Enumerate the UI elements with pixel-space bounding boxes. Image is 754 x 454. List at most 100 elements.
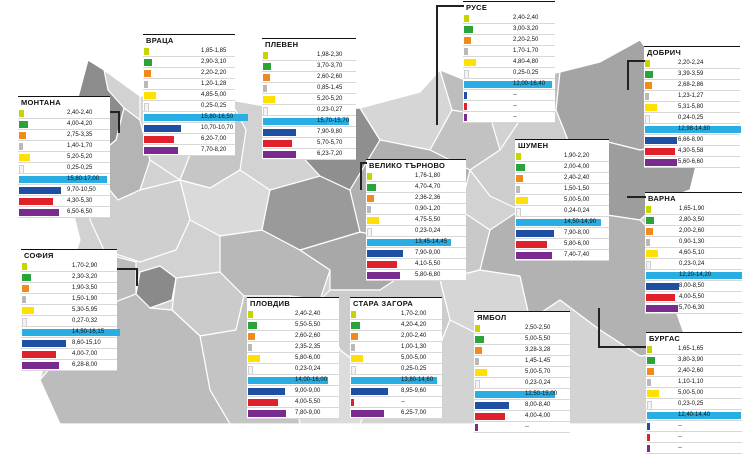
row-divider (247, 363, 339, 364)
price-bar (22, 285, 29, 292)
price-row: 4,00-7,00 (21, 349, 117, 360)
price-row: 6,20-7,00 (143, 134, 235, 145)
row-divider (21, 293, 117, 294)
row-divider (646, 409, 742, 410)
price-row: 4,30-5,30 (18, 196, 110, 207)
price-row: 0,85-1,45 (262, 83, 356, 94)
price-value: 4,75-5,50 (415, 217, 441, 223)
price-row: 2,60-2,60 (262, 72, 356, 83)
price-bar (516, 197, 528, 204)
price-row: -- (350, 397, 442, 408)
region-name: ПЛЕВЕН (262, 38, 356, 50)
price-row: 4,75-5,50 (366, 215, 466, 226)
price-bar (464, 37, 471, 44)
price-row: 2,40-2,40 (18, 108, 110, 119)
row-divider (18, 184, 110, 185)
price-row: 0,24-0,24 (515, 206, 609, 217)
price-value: 9,00-9,00 (295, 388, 321, 394)
price-row: 4,00-4,20 (18, 119, 110, 130)
leader-line (360, 162, 362, 190)
price-row: 5,60-6,60 (644, 157, 740, 168)
price-value: -- (513, 92, 517, 98)
price-row: 6,50-6,50 (18, 207, 110, 218)
price-value: 2,40-2,40 (564, 175, 590, 181)
price-bar (516, 175, 523, 182)
price-value: 15,70-15,70 (317, 118, 350, 124)
price-value: 12,40-14,40 (678, 412, 711, 418)
price-bar (645, 93, 649, 100)
row-divider (646, 387, 742, 388)
price-row: 2,90-3,10 (143, 57, 235, 68)
price-value: -- (401, 399, 405, 405)
price-value: 3,80-3,90 (678, 357, 704, 363)
price-value: 1,76-1,80 (415, 173, 441, 179)
price-value: 2,68-2,86 (678, 82, 704, 88)
price-value: 4,00-5,50 (679, 294, 705, 300)
row-divider (644, 134, 740, 135)
row-divider (350, 385, 442, 386)
row-divider (350, 319, 442, 320)
row-divider (247, 341, 339, 342)
price-row: 13,80-14,60 (350, 375, 442, 386)
row-divider (474, 432, 570, 433)
price-row: 4,70-4,70 (366, 182, 466, 193)
price-value: 4,70-4,70 (415, 184, 441, 190)
row-divider (645, 291, 742, 292)
row-divider (463, 100, 555, 101)
price-bar (645, 71, 653, 78)
row-divider (350, 396, 442, 397)
region-name: ВЕЛИКО ТЪРНОВО (366, 159, 466, 171)
row-divider (644, 90, 740, 91)
price-bar (516, 153, 521, 160)
price-bar (248, 377, 328, 384)
price-bar (263, 118, 349, 125)
price-bar (645, 126, 741, 133)
price-row: 0,23-0,24 (645, 259, 742, 270)
price-panel: ДОБРИЧ 2,20-2,24 3,39-3,59 2,68-2,86 1,23-1,… (644, 46, 741, 168)
price-bar (19, 132, 26, 139)
price-row: 2,35-2,35 (247, 342, 339, 353)
row-divider (350, 407, 442, 408)
price-row: 1,20-1,28 (143, 79, 235, 90)
row-divider (463, 23, 555, 24)
price-bar (144, 70, 151, 77)
price-row: 2,75-3,35 (18, 130, 110, 141)
price-row: 1,00-1,30 (350, 342, 442, 353)
price-value: 0,24-0,25 (678, 115, 704, 121)
region-name: СТАРА ЗАГОРА (350, 297, 442, 309)
price-row: 0,24-0,25 (644, 113, 740, 124)
row-divider (463, 122, 555, 123)
price-row: 8,00-8,40 (474, 400, 570, 411)
price-value: 2,00-4,00 (564, 164, 590, 170)
price-value: 2,00-2,60 (679, 228, 705, 234)
row-divider (262, 159, 356, 160)
price-row: 5,00-5,70 (474, 367, 570, 378)
price-value: 2,40-2,40 (67, 110, 93, 116)
price-value: 12,20-14,20 (679, 272, 712, 278)
price-value: 4,80-4,80 (513, 59, 539, 65)
row-divider (21, 359, 117, 360)
row-divider (247, 352, 339, 353)
price-bar (645, 148, 675, 155)
price-bar (144, 147, 178, 154)
price-row: 4,00-5,50 (247, 397, 339, 408)
row-divider (645, 269, 742, 270)
price-bar (647, 390, 659, 397)
price-value: 5,50-5,50 (295, 322, 321, 328)
price-bar (263, 85, 267, 92)
price-value: 4,20-4,20 (401, 322, 427, 328)
price-bar (516, 252, 552, 259)
price-value: 7,90-9,80 (317, 129, 343, 135)
price-bar (367, 261, 397, 268)
row-divider (366, 181, 466, 182)
row-divider (366, 214, 466, 215)
row-divider (21, 370, 117, 371)
price-value: 2,40-2,40 (295, 311, 321, 317)
price-bar (22, 274, 31, 281)
price-row: 2,40-2,40 (515, 173, 609, 184)
price-row: 1,90-3,50 (21, 283, 117, 294)
row-divider (463, 89, 555, 90)
price-value: 5,80-6,00 (564, 241, 590, 247)
row-divider (18, 129, 110, 130)
row-divider (463, 67, 555, 68)
